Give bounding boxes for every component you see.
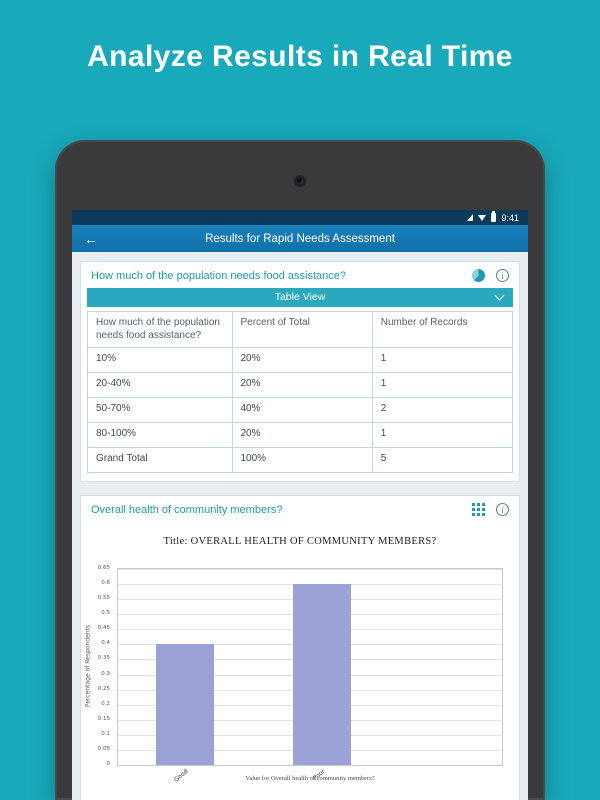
bar-Poor (292, 584, 351, 765)
view-selector-dropdown[interactable]: Table View (87, 288, 513, 307)
y-tick-label: 0 (106, 761, 111, 767)
x-axis-label: Value for Overall health of community me… (245, 775, 375, 782)
cell: 1 (371, 347, 514, 373)
hero-banner: Analyze Results in Real Time (0, 0, 600, 74)
header-cell: How much of the population needs food as… (87, 311, 233, 348)
table-header-row: How much of the population needs food as… (87, 311, 514, 348)
y-tick-label: 0.65 (97, 565, 110, 571)
cell: 1 (371, 372, 514, 398)
plot-area: Good Poor (117, 568, 503, 784)
y-tick-label: 0.4 (101, 640, 110, 647)
question-header-health: Overall health of community members? i (81, 496, 519, 522)
cell: 20% (231, 422, 373, 448)
table-row: 20-40% 20% 1 (87, 372, 514, 398)
tablet-screen: 9:41 ← Results for Rapid Needs Assessmen… (72, 210, 528, 800)
y-tick-label: 0.1 (101, 730, 110, 737)
y-tick-label: 0.55 (97, 595, 110, 602)
table-row: 50-70% 40% 2 (87, 397, 514, 423)
cell: 50-70% (87, 397, 233, 423)
cell: 2 (371, 397, 514, 423)
cell: 10% (87, 347, 233, 373)
battery-icon (491, 211, 497, 222)
y-tick-label: 0.25 (97, 685, 110, 692)
status-bar: 9:41 (72, 210, 528, 225)
info-icon[interactable]: i (496, 269, 509, 282)
app-bar-title: Results for Rapid Needs Assessment (205, 232, 395, 245)
table-grid-icon[interactable] (472, 503, 485, 516)
camera-icon (294, 175, 306, 187)
hero-title: Analyze Results in Real Time (87, 40, 513, 73)
gridline (118, 569, 502, 570)
question-card-health: Overall health of community members? i T… (80, 495, 520, 800)
y-tick-label: 0.05 (97, 745, 110, 752)
y-tick-label: 0.5 (101, 610, 110, 617)
cell: 20% (231, 372, 373, 398)
cell: 20-40% (87, 372, 233, 398)
y-tick-label: 0.6 (101, 580, 110, 587)
bar-chart: Title: OVERALL HEALTH OF COMMUNITY MEMBE… (81, 522, 519, 800)
results-content: How much of the population needs food as… (72, 252, 528, 800)
table-row: 10% 20% 1 (87, 347, 514, 373)
view-selector-label: Table View (274, 291, 326, 303)
y-tick-label: 0.3 (101, 670, 110, 677)
results-table: How much of the population needs food as… (87, 311, 514, 473)
chevron-down-icon (494, 290, 505, 301)
pie-chart-icon[interactable] (472, 269, 485, 282)
cell: 80-100% (87, 422, 233, 448)
question-header-food: How much of the population needs food as… (81, 262, 519, 288)
header-cell: Number of Records (371, 311, 514, 348)
y-tick-label: 0.45 (97, 625, 110, 632)
bar-Good (156, 644, 215, 765)
question-text: How much of the population needs food as… (91, 269, 346, 282)
cell: 100% (231, 447, 373, 473)
header-cell: Percent of Total (231, 311, 373, 348)
app-bar: ← Results for Rapid Needs Assessment (72, 225, 528, 252)
question-card-food: How much of the population needs food as… (80, 261, 520, 482)
cell: 5 (371, 447, 514, 473)
clock-text: 9:41 (501, 212, 519, 223)
cell: 20% (231, 347, 373, 373)
y-ticks: 0 0.05 0.1 0.15 0.2 0.25 0.3 0.35 0.4 0.45 0.5 0.55… (81, 565, 115, 767)
info-icon[interactable]: i (496, 503, 509, 516)
y-tick-label: 0.2 (101, 700, 110, 707)
table-row: 80-100% 20% 1 (87, 422, 514, 448)
cell: 1 (371, 422, 514, 448)
y-tick-label: 0.15 (97, 715, 110, 722)
tablet-frame: 9:41 ← Results for Rapid Needs Assessmen… (55, 140, 545, 800)
wifi-icon (478, 215, 487, 221)
cell: Grand Total (87, 447, 233, 473)
y-tick-label: 0.35 (97, 655, 110, 662)
cell: 40% (231, 397, 373, 423)
table-row-grand-total: Grand Total 100% 5 (87, 447, 514, 473)
signal-icon (467, 214, 474, 221)
question-text: Overall health of community members? (91, 503, 283, 516)
back-arrow-icon[interactable]: ← (84, 230, 98, 247)
chart-title: Title: OVERALL HEALTH OF COMMUNITY MEMBE… (163, 536, 437, 547)
